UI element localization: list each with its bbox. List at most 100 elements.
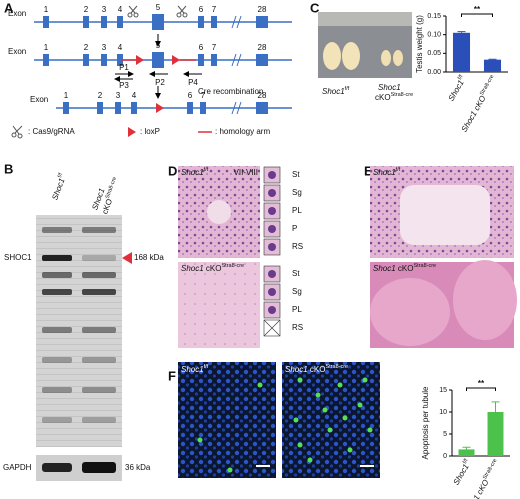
y-tick-label: 0: [443, 453, 447, 460]
exon-label: Exon: [30, 95, 48, 104]
tunel-spot: [367, 427, 373, 433]
cell-type: Sg: [292, 188, 302, 197]
exon-number: 28: [258, 5, 267, 14]
blot-band: [82, 357, 116, 363]
exon-number: 7: [201, 91, 206, 100]
nucleus: [268, 243, 276, 251]
cell-type: P: [292, 224, 297, 233]
tunel-spot: [322, 407, 328, 413]
loxp: [156, 103, 164, 113]
exon-number: 3: [116, 91, 121, 100]
blot-band: [82, 327, 116, 333]
scissors-icon: [127, 12, 133, 18]
exon-number: 6: [199, 5, 204, 14]
scissors-icon: [11, 125, 23, 139]
category-superscript: f/f: [457, 74, 465, 81]
tunel-spot: [357, 402, 363, 408]
category-superscript: Stra8-cre: [479, 74, 496, 97]
exon-number: 1: [64, 91, 69, 100]
cell-type: RS: [292, 323, 303, 332]
exon: [131, 102, 137, 114]
panel-label: C: [310, 0, 320, 15]
panel-label: A: [4, 0, 14, 15]
image-label: Shoc1f/f: [181, 364, 209, 374]
bar: [487, 412, 504, 456]
significance: **: [478, 379, 485, 388]
loxp: [136, 55, 144, 65]
x-tick-label: Shoc1f/f: [446, 74, 468, 103]
exon-number: 4: [118, 43, 123, 52]
exon: [152, 14, 164, 30]
scissors-icon: [133, 12, 139, 18]
blot-band: [42, 227, 72, 233]
category: Shoc1 cKO: [460, 94, 488, 134]
exon-label: Exon: [8, 9, 26, 18]
primer: P3: [119, 81, 129, 90]
exon-number: 4: [132, 91, 137, 100]
cell-type: Sg: [292, 287, 302, 296]
break-mark: [231, 101, 242, 115]
size-label: 168 kDa: [134, 253, 164, 262]
blot-band: [82, 227, 116, 233]
nucleus: [268, 306, 276, 314]
exon-number: 6: [188, 91, 193, 100]
nucleus: [268, 288, 276, 296]
exon: [152, 52, 164, 68]
cell-type: RS: [292, 242, 303, 251]
panel-label: F: [168, 368, 176, 383]
y-tick-label: 15: [439, 387, 447, 394]
blot-band: [82, 289, 116, 295]
cell-type: St: [292, 269, 300, 278]
break-mark: [231, 53, 242, 67]
exon: [115, 102, 121, 114]
exon: [117, 54, 123, 66]
nucleus: [268, 207, 276, 215]
bar: [483, 59, 502, 72]
blot-label: SHOC1: [4, 253, 32, 262]
lane-label: Shoc1f/f: [50, 172, 69, 201]
panel-label: D: [168, 163, 177, 178]
exon: [97, 102, 103, 114]
lumen: [400, 185, 490, 245]
y-tick-label: 10: [439, 409, 447, 416]
nucleus: [268, 189, 276, 197]
exon: [101, 16, 107, 28]
fluorescence-image: [178, 362, 276, 478]
image-label: VII-VIII: [234, 168, 258, 177]
lumen: [207, 200, 231, 224]
legend-text: : homology arm: [215, 127, 270, 136]
blot-band: [82, 387, 116, 393]
category: Shoc1: [452, 463, 471, 487]
exon-number: 4: [118, 5, 123, 14]
testis: [323, 42, 341, 70]
bar: [452, 32, 471, 72]
testis: [342, 42, 360, 70]
exon: [198, 54, 204, 66]
category-superscript: f/f: [462, 458, 470, 465]
image-label: Shoc1 cKOStra8-cre: [373, 263, 436, 273]
sample-label: Shoc1: [378, 83, 401, 92]
tunel-spot: [342, 415, 348, 421]
significance-bracket: [466, 387, 496, 391]
annotation: Cre recombination: [198, 87, 263, 96]
exon-number: 6: [199, 43, 204, 52]
image-label: Shoc1f/f: [181, 167, 209, 177]
exon: [101, 54, 107, 66]
tunel-spot: [315, 392, 321, 398]
exon: [211, 54, 217, 66]
blot-band: [82, 272, 116, 278]
exon: [83, 54, 89, 66]
exon-number: 7: [212, 5, 217, 14]
exon-number: 2: [84, 43, 89, 52]
y-axis-label: Testis weight (g): [415, 15, 424, 73]
exon-number: 7: [212, 43, 217, 52]
sample-label: Shoc1f/f: [322, 86, 350, 96]
tunel-spot: [257, 382, 263, 388]
exon-number: 1: [44, 5, 49, 14]
y-tick-label: 0.00: [427, 69, 441, 76]
exon-number: 2: [98, 91, 103, 100]
significance: **: [474, 5, 481, 14]
primer: P1: [119, 63, 129, 72]
